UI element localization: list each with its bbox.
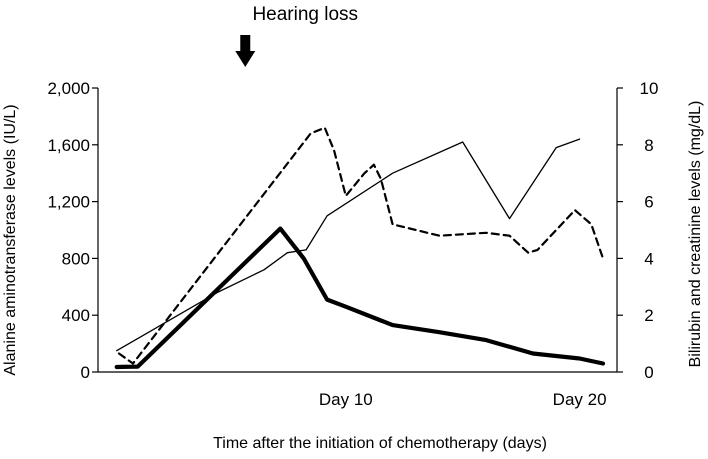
series-line-alanine-aminotransferase: [114, 226, 606, 370]
x-tick-label: Day 10: [319, 390, 373, 409]
y-right-tick-label: 8: [644, 136, 653, 155]
series-layer: [114, 126, 606, 370]
plot-area: [92, 87, 623, 373]
series-line-bilirubin: [117, 126, 605, 365]
y-left-tick-label: 1,600: [47, 136, 90, 155]
y-axis-right-title: Bilirubin and creatinine levels (mg/dL): [687, 101, 704, 368]
y-left-tick-label: 0: [81, 363, 90, 382]
series-line-creatinine: [116, 138, 581, 352]
y-right-tick-label: 10: [640, 79, 659, 98]
y-left-tick-label: 2,000: [47, 79, 90, 98]
hearing-loss-label: Hearing loss: [252, 4, 358, 25]
y-right-tick-label: 4: [644, 249, 653, 268]
hearing-loss-arrow-shaft: [240, 35, 251, 52]
y-right-tick-label: 2: [644, 306, 653, 325]
y-right-tick-label: 6: [644, 193, 653, 212]
x-axis-title: Time after the initiation of chemotherap…: [213, 435, 547, 452]
label-layer: 0 400 800 1,200 1,600 2,000 0 2 4 6 8 10 Day 10 Day 2…: [2, 4, 704, 452]
x-tick-label: Day 20: [553, 390, 607, 409]
y-left-tick-label: 800: [62, 249, 90, 268]
hearing-loss-arrow-head-icon: [235, 51, 256, 67]
y-right-tick-label: 0: [644, 363, 653, 382]
y-axis-left-title: Alanine aminotransferase levels (IU/L): [2, 104, 19, 375]
y-left-tick-label: 400: [62, 306, 90, 325]
y-left-tick-label: 1,200: [47, 193, 90, 212]
